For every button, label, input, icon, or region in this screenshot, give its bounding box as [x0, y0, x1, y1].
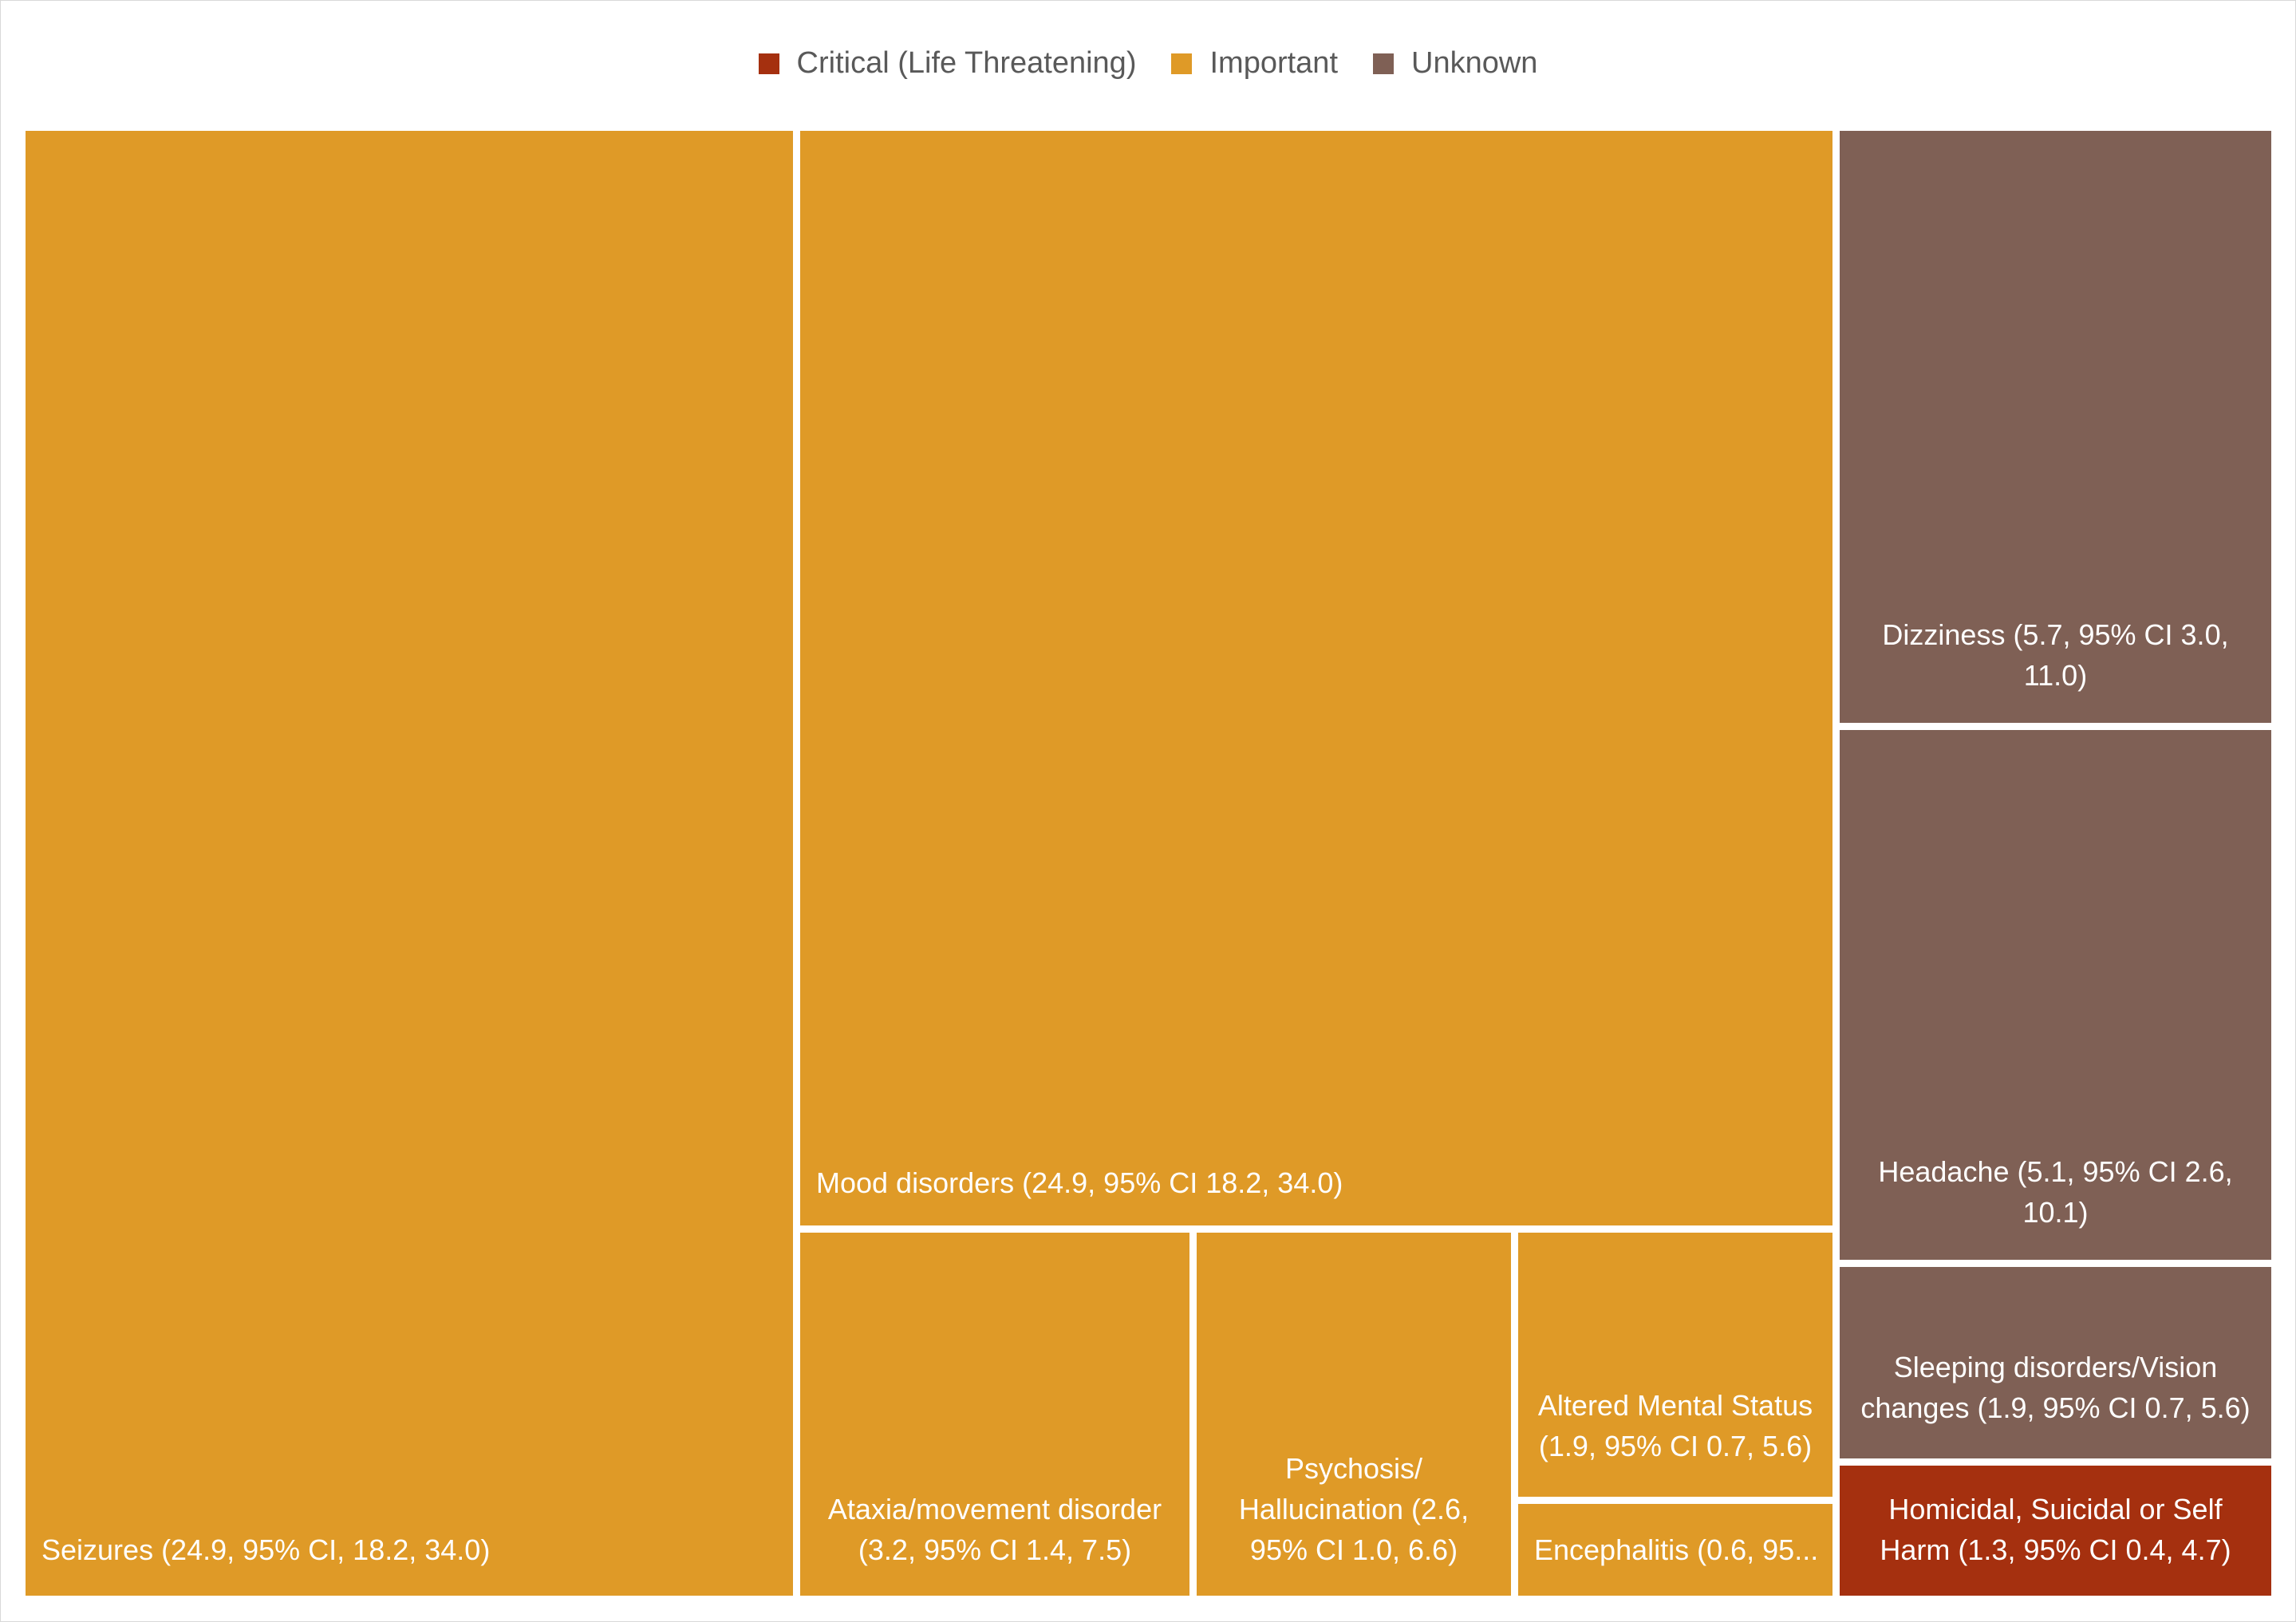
- legend-label-important: Important: [1209, 46, 1339, 80]
- treemap-label-seizures: Seizures (24.9, 95% CI, 18.2, 34.0): [41, 1533, 491, 1566]
- treemap-tile-mood-disorders: Mood disorders (24.9, 95% CI 18.2, 34.0): [795, 126, 1837, 1230]
- treemap-label-ataxia: Ataxia/movement disorder (3.2, 95% CI 1.…: [827, 1493, 1162, 1566]
- legend-swatch-unknown: [1373, 53, 1395, 74]
- treemap-label-psychosis: Psychosis/ Hallucination (2.6, 95% CI 1.…: [1238, 1452, 1470, 1566]
- legend-item-critical: Critical (Life Threatening): [758, 46, 1137, 81]
- treemap-tile-seizures: Seizures (24.9, 95% CI, 18.2, 34.0): [21, 126, 798, 1600]
- legend-item-important: Important: [1171, 46, 1338, 81]
- legend-label-critical: Critical (Life Threatening): [796, 46, 1137, 80]
- treemap-tile-psychosis: Psychosis/ Hallucination (2.6, 95% CI 1.…: [1192, 1228, 1516, 1600]
- treemap-tile-ataxia: Ataxia/movement disorder (3.2, 95% CI 1.…: [795, 1228, 1194, 1600]
- treemap-label-dizziness: Dizziness (5.7, 95% CI 3.0, 11.0): [1882, 618, 2229, 692]
- treemap-tile-homicidal-suicidal: Homicidal, Suicidal or Self Harm (1.3, 9…: [1835, 1461, 2276, 1600]
- treemap-label-homicidal-suicidal: Homicidal, Suicidal or Self Harm (1.3, 9…: [1880, 1493, 2231, 1566]
- treemap-tile-headache: Headache (5.1, 95% CI 2.6, 10.1): [1835, 725, 2276, 1265]
- treemap-label-encephalitis: Encephalitis (0.6, 95...: [1534, 1533, 1819, 1566]
- treemap-tile-sleeping-disorders: Sleeping disorders/Vision changes (1.9, …: [1835, 1262, 2276, 1463]
- treemap-label-sleeping-disorders: Sleeping disorders/Vision changes (1.9, …: [1860, 1351, 2251, 1424]
- legend-label-unknown: Unknown: [1411, 46, 1538, 80]
- treemap-label-altered-mental-status: Altered Mental Status (1.9, 95% CI 0.7, …: [1537, 1389, 1813, 1462]
- treemap-label-headache: Headache (5.1, 95% CI 2.6, 10.1): [1878, 1155, 2233, 1229]
- legend-swatch-important: [1171, 53, 1193, 74]
- chart-legend: Critical (Life Threatening) Important Un…: [0, 46, 2296, 81]
- legend-item-unknown: Unknown: [1373, 46, 1537, 81]
- treemap-label-mood-disorders: Mood disorders (24.9, 95% CI 18.2, 34.0): [816, 1166, 1343, 1199]
- treemap-tile-altered-mental-status: Altered Mental Status (1.9, 95% CI 0.7, …: [1513, 1228, 1837, 1502]
- legend-swatch-critical: [758, 53, 779, 74]
- treemap-tile-dizziness: Dizziness (5.7, 95% CI 3.0, 11.0): [1835, 126, 2276, 728]
- treemap-tile-encephalitis: Encephalitis (0.6, 95...: [1513, 1499, 1837, 1600]
